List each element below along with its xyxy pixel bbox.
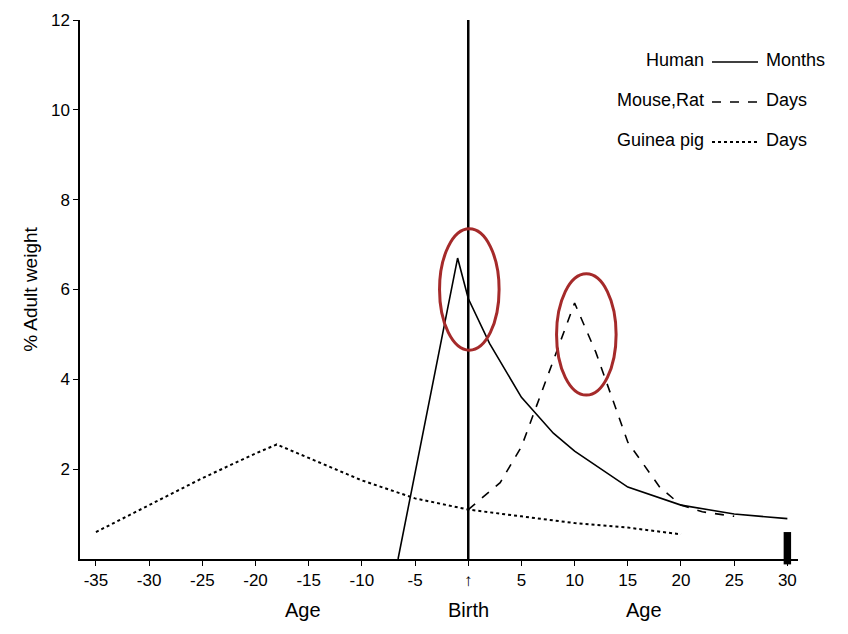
svg-text:Age: Age	[626, 599, 662, 621]
svg-text:6: 6	[60, 280, 69, 299]
svg-text:Days: Days	[766, 90, 807, 110]
svg-text:30: 30	[778, 571, 797, 590]
svg-text:4: 4	[60, 370, 69, 389]
svg-text:Mouse,Rat: Mouse,Rat	[617, 90, 704, 110]
svg-text:Age: Age	[285, 599, 321, 621]
svg-text:Human: Human	[646, 50, 704, 70]
svg-text:Guinea pig: Guinea pig	[617, 130, 704, 150]
svg-text:-10: -10	[350, 571, 375, 590]
svg-text:15: 15	[618, 571, 637, 590]
svg-text:-25: -25	[190, 571, 215, 590]
svg-text:-15: -15	[296, 571, 321, 590]
svg-text:Birth: Birth	[448, 599, 489, 621]
svg-text:Days: Days	[766, 130, 807, 150]
svg-text:2: 2	[60, 460, 69, 479]
svg-text:10: 10	[565, 571, 584, 590]
svg-text:12: 12	[51, 11, 70, 30]
svg-text:↑: ↑	[464, 571, 473, 590]
svg-text:-30: -30	[137, 571, 162, 590]
svg-text:-20: -20	[243, 571, 268, 590]
svg-text:5: 5	[517, 571, 526, 590]
svg-text:-35: -35	[84, 571, 109, 590]
svg-text:Months: Months	[766, 50, 825, 70]
svg-text:% Adult weight: % Adult weight	[20, 226, 41, 351]
svg-text:8: 8	[60, 191, 69, 210]
svg-text:20: 20	[672, 571, 691, 590]
svg-text:10: 10	[51, 101, 70, 120]
svg-text:-5: -5	[408, 571, 423, 590]
svg-text:25: 25	[725, 571, 744, 590]
